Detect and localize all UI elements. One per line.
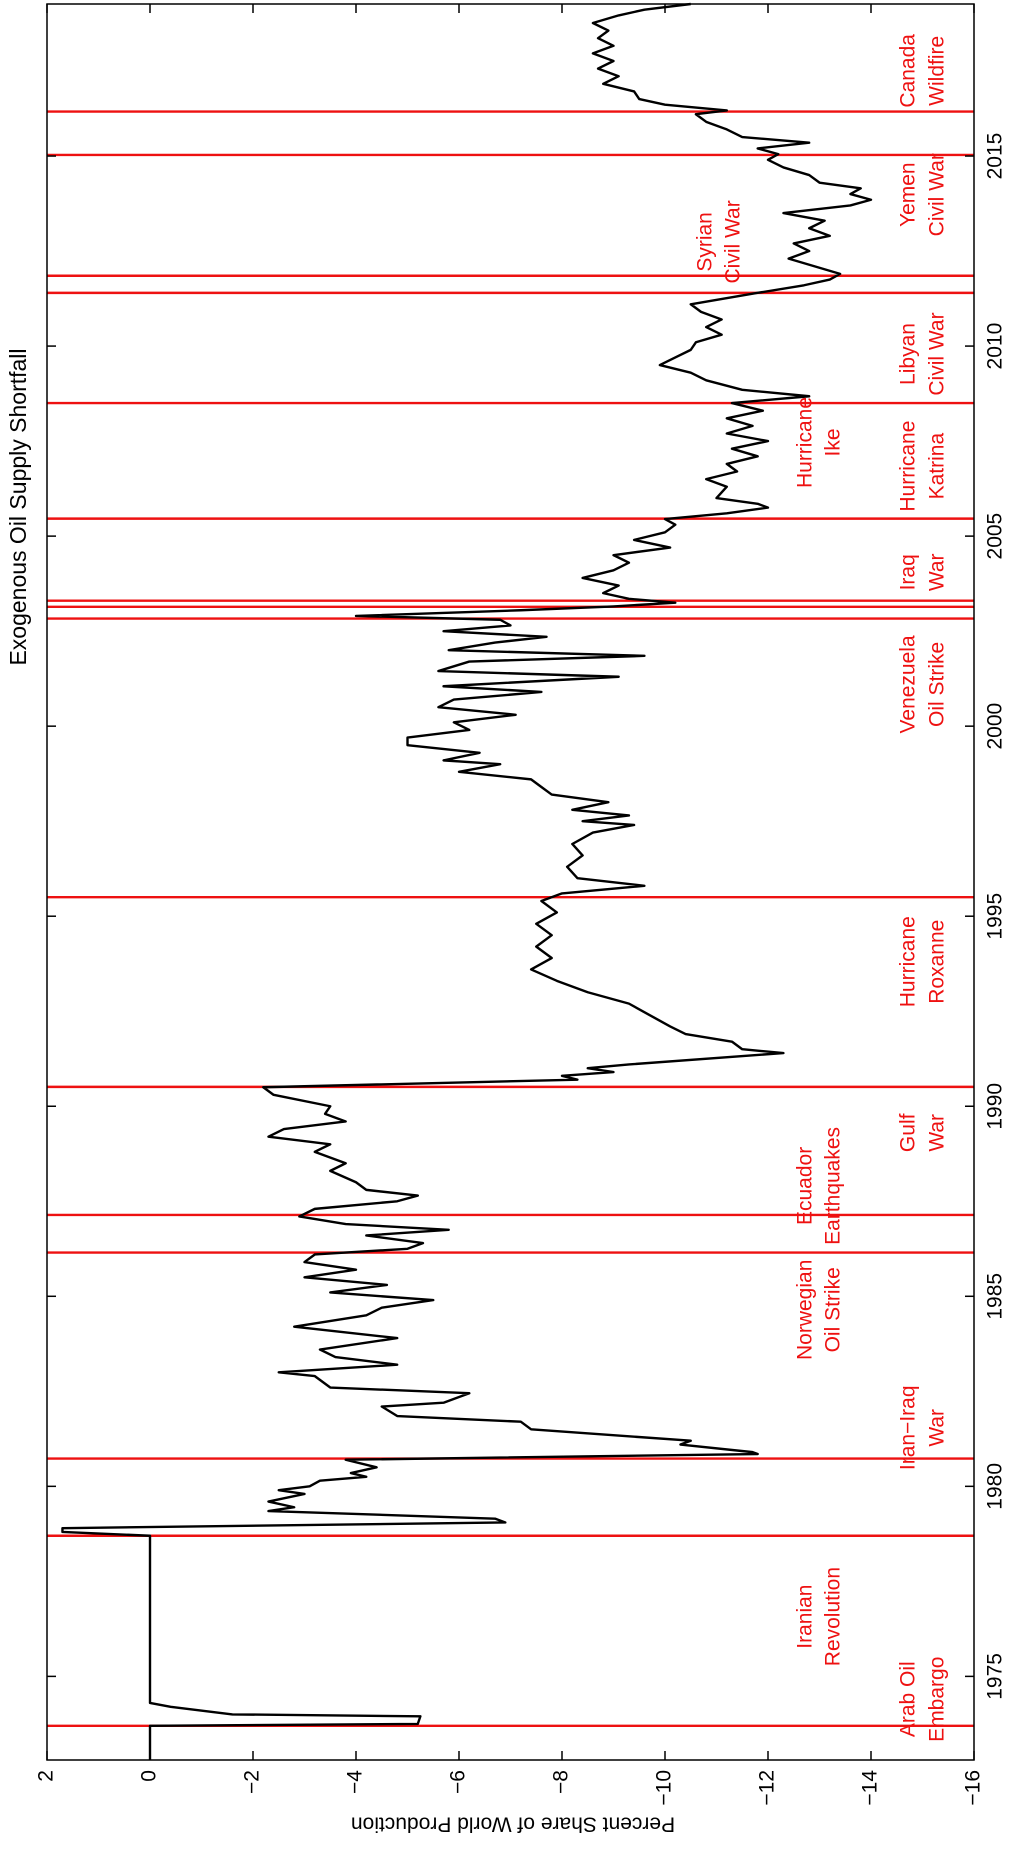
event-label: Canada — [897, 34, 920, 108]
event-label: Ike — [822, 428, 845, 456]
y-tick-label: −6 — [447, 1770, 470, 1794]
plot-frame — [46, 3, 975, 1761]
event-label: Syrian — [694, 212, 717, 272]
event-label: Revolution — [822, 1567, 845, 1666]
event-label: Katrina — [926, 433, 949, 500]
event-label: Civil War — [926, 153, 949, 236]
event-label: Roxanne — [926, 920, 949, 1004]
event-label: Yemen — [897, 162, 920, 227]
y-tick-label: −16 — [962, 1770, 985, 1806]
chart-title: Exogenous Oil Supply Shortfall — [5, 348, 31, 665]
event-label: Embargo — [926, 1657, 949, 1742]
event-label: Oil Strike — [822, 1267, 845, 1352]
data-line — [61, 2, 873, 1760]
event-label: Iraq — [897, 554, 920, 590]
event-label: Iran−Iraq — [897, 1385, 920, 1470]
event-label: Wildfire — [926, 36, 949, 106]
x-tick-label: 2010 — [984, 323, 1007, 370]
x-tick-label: 1985 — [984, 1273, 1007, 1320]
event-label: Norwegian — [794, 1260, 817, 1360]
event-label: Civil War — [926, 312, 949, 395]
event-label: War — [926, 1409, 949, 1447]
y-tick-label: 2 — [35, 1770, 58, 1782]
x-tick-label: 1980 — [984, 1463, 1007, 1510]
event-label: Oil Strike — [926, 642, 949, 727]
x-tick-label: 2015 — [984, 133, 1007, 180]
y-tick-label: −8 — [550, 1770, 573, 1794]
y-axis-label: Percent Share of World Production — [351, 1812, 675, 1835]
y-tick-label: −10 — [653, 1770, 676, 1806]
event-label: Civil War — [722, 200, 745, 283]
event-label: Hurricane — [897, 916, 920, 1007]
event-label: Venezuela — [897, 635, 920, 733]
event-label: War — [926, 1114, 949, 1152]
y-tick-label: −2 — [241, 1770, 264, 1794]
event-label: Iranian — [794, 1584, 817, 1648]
event-label: Earthquakes — [822, 1127, 845, 1245]
y-tick-label: −4 — [344, 1770, 367, 1794]
event-label: Arab Oil — [897, 1661, 920, 1737]
rotated-chart: Exogenous Oil Supply Shortfall Percent S… — [5, 2, 1007, 1835]
event-label: Libyan — [897, 323, 920, 385]
y-tick-label: −14 — [859, 1770, 882, 1806]
x-tick-label: 1975 — [984, 1653, 1007, 1700]
x-tick-label: 1990 — [984, 1083, 1007, 1130]
x-tick-label: 2005 — [984, 513, 1007, 560]
event-label: Hurricane — [794, 397, 817, 488]
event-label: Hurricane — [897, 421, 920, 512]
x-tick-label: 2000 — [984, 703, 1007, 750]
y-tick-label: 0 — [138, 1770, 161, 1782]
event-label: Gulf — [897, 1113, 920, 1152]
y-tick-label: −12 — [756, 1770, 779, 1806]
event-label: War — [926, 553, 949, 591]
x-tick-label: 1995 — [984, 893, 1007, 940]
event-label: Ecuador — [794, 1147, 817, 1225]
